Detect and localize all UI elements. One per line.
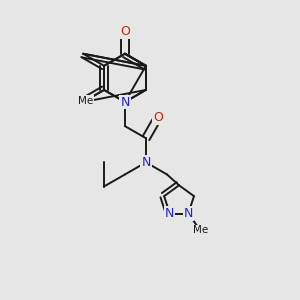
Text: N: N — [120, 95, 130, 109]
Text: Me: Me — [78, 96, 93, 106]
Text: N: N — [165, 207, 175, 220]
Text: O: O — [153, 111, 163, 124]
Text: N: N — [141, 156, 151, 169]
Text: Me: Me — [193, 225, 208, 235]
Text: O: O — [120, 26, 130, 38]
Text: N: N — [184, 207, 193, 220]
